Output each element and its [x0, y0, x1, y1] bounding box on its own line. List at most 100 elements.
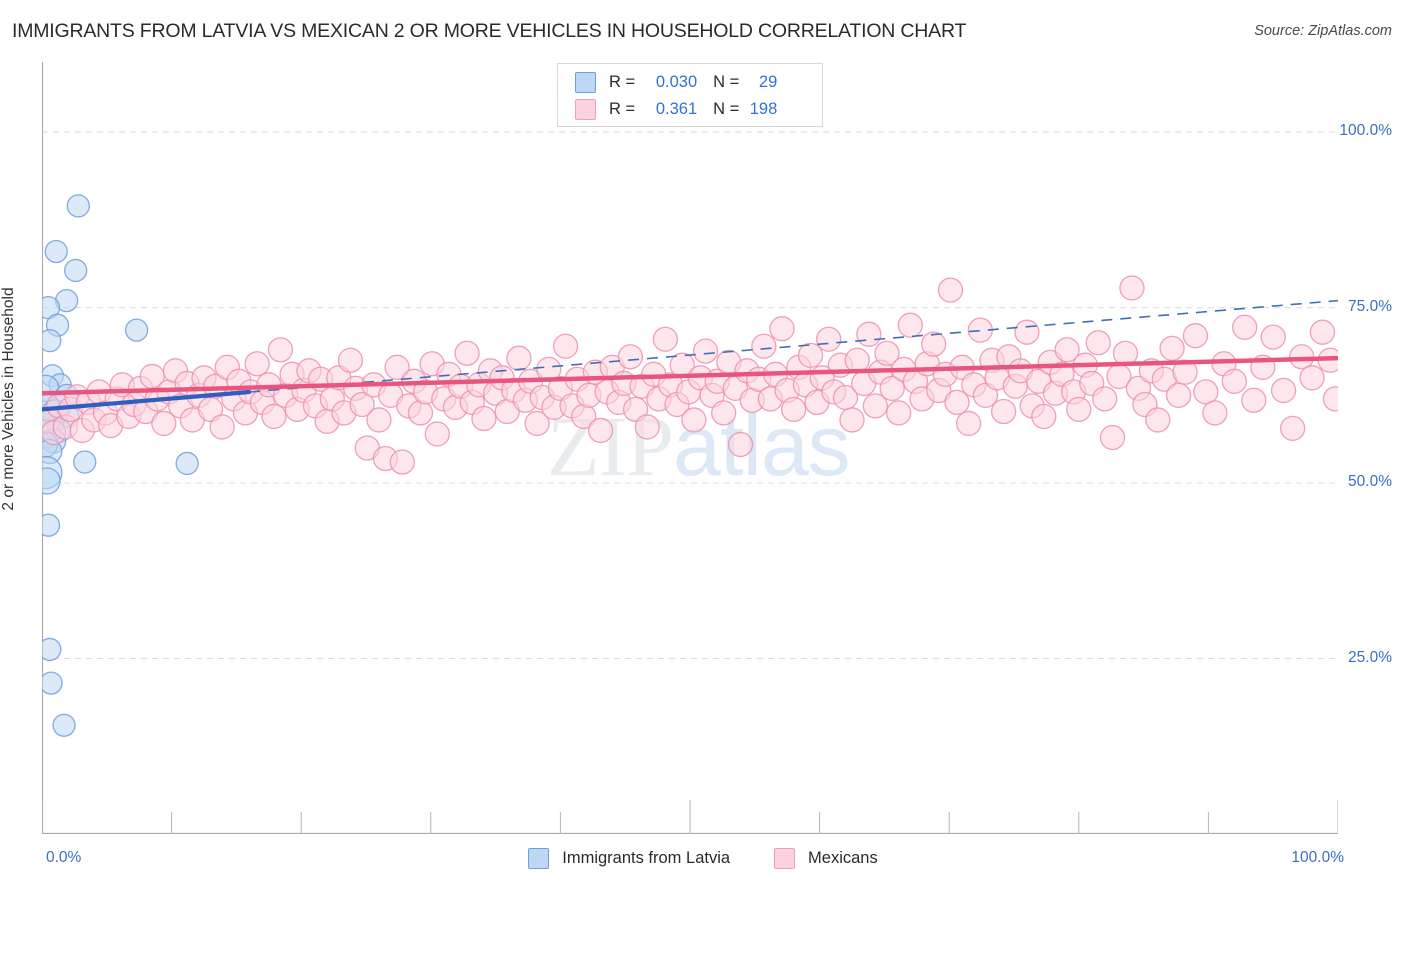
- data-point: [1221, 368, 1247, 394]
- data-point: [681, 407, 707, 433]
- data-point: [552, 333, 579, 359]
- data-point: [1031, 403, 1057, 430]
- y-tick-label-25.0%: 25.0%: [1348, 648, 1392, 666]
- series-legend: Immigrants from Latvia Mexicans: [0, 848, 1406, 869]
- legend-label-mexicans: Mexicans: [808, 849, 878, 867]
- legend-item-mexicans[interactable]: Mexicans: [774, 848, 878, 869]
- data-point: [1085, 330, 1111, 356]
- legend-item-latvia[interactable]: Immigrants from Latvia: [528, 848, 730, 869]
- data-point: [781, 396, 807, 423]
- data-point: [1322, 386, 1338, 412]
- data-point: [389, 449, 415, 475]
- data-point: [769, 316, 795, 342]
- data-point: [261, 403, 287, 430]
- data-point: [44, 239, 68, 264]
- source-attribution: Source: ZipAtlas.com: [1254, 23, 1392, 39]
- data-point: [424, 421, 450, 447]
- data-point: [1270, 377, 1297, 404]
- series-points-mexicans: [42, 275, 1338, 475]
- data-point: [634, 414, 660, 440]
- data-point: [1049, 361, 1075, 387]
- data-point: [587, 417, 614, 444]
- data-point: [797, 342, 824, 369]
- legend-swatch-latvia: [575, 72, 596, 93]
- legend-row-mexicans: R = 0.361 N = 198: [558, 96, 822, 123]
- data-point: [937, 277, 964, 303]
- data-point: [1099, 424, 1126, 451]
- data-point: [454, 340, 480, 366]
- r-label-latvia: R =: [609, 73, 636, 91]
- data-point: [42, 637, 62, 662]
- n-value-mexicans: 198: [749, 100, 778, 118]
- data-point: [816, 326, 842, 352]
- data-point: [727, 431, 754, 458]
- data-point: [1066, 396, 1092, 423]
- data-point: [862, 393, 888, 419]
- correlation-legend: R = 0.030 N = 29 R = 0.361 N = 198: [557, 63, 823, 127]
- r-value-latvia: 0.030: [655, 73, 698, 91]
- data-point: [52, 713, 76, 737]
- data-point: [407, 400, 434, 426]
- data-point: [1182, 323, 1209, 349]
- data-point: [652, 326, 679, 352]
- data-point: [42, 328, 62, 353]
- data-point: [990, 398, 1017, 425]
- data-point: [1279, 415, 1306, 441]
- data-point: [1202, 400, 1228, 426]
- data-point: [879, 375, 905, 401]
- data-point: [471, 405, 497, 432]
- data-point: [751, 333, 777, 359]
- data-point: [944, 389, 970, 416]
- r-label-mexicans: R =: [609, 100, 636, 118]
- y-tick-label-100.0%: 100.0%: [1339, 122, 1392, 140]
- data-point: [1119, 275, 1145, 301]
- data-point: [1054, 337, 1080, 363]
- trendline-mexicans: [42, 355, 1338, 396]
- data-point: [1014, 319, 1040, 345]
- data-point: [175, 451, 199, 476]
- data-point: [1309, 319, 1336, 345]
- y-tick-label-50.0%: 50.0%: [1348, 473, 1392, 491]
- x-tick-label-100.0%: 100.0%: [1291, 849, 1344, 866]
- legend-swatch-mexicans: [575, 99, 596, 120]
- y-tick-label-75.0%: 75.0%: [1348, 297, 1392, 315]
- data-point: [711, 400, 737, 426]
- series-points-immigrants-from-latvia: [42, 194, 199, 737]
- data-point: [244, 351, 270, 377]
- n-value-latvia: 29: [758, 73, 778, 91]
- data-point: [267, 337, 294, 363]
- data-point: [1145, 407, 1171, 433]
- data-point: [384, 354, 410, 380]
- data-point: [955, 410, 982, 437]
- n-label-latvia: N =: [713, 73, 740, 91]
- x-tick-label-0.0%: 0.0%: [46, 849, 82, 866]
- data-point: [66, 194, 90, 218]
- y-axis-title: 2 or more Vehicles in Household: [0, 287, 17, 511]
- data-point: [1299, 365, 1325, 391]
- data-point: [617, 344, 644, 370]
- data-point: [1193, 379, 1219, 405]
- data-point: [1165, 382, 1192, 409]
- data-point: [622, 396, 649, 423]
- data-point: [506, 345, 532, 371]
- data-point: [349, 391, 375, 418]
- data-point: [337, 347, 364, 373]
- data-point: [856, 321, 882, 347]
- data-point: [42, 671, 63, 695]
- legend-swatch-latvia-bottom: [528, 848, 550, 869]
- data-point: [920, 331, 947, 357]
- data-point: [1092, 386, 1118, 412]
- legend-row-latvia: R = 0.030 N = 29: [558, 69, 822, 96]
- data-point: [209, 414, 235, 440]
- legend-stats-mexicans: R = 0.361 N = 198: [609, 100, 777, 119]
- correlation-chart: IMMIGRANTS FROM LATVIA VS MEXICAN 2 OR M…: [0, 20, 1406, 869]
- data-point: [874, 340, 900, 366]
- n-label-mexicans: N =: [713, 100, 740, 118]
- data-point: [886, 400, 912, 426]
- legend-swatch-mexicans-bottom: [774, 848, 796, 869]
- data-point: [1159, 335, 1185, 361]
- legend-label-latvia: Immigrants from Latvia: [562, 849, 731, 867]
- data-point: [897, 312, 923, 338]
- data-point: [42, 513, 61, 537]
- data-point: [1232, 314, 1258, 340]
